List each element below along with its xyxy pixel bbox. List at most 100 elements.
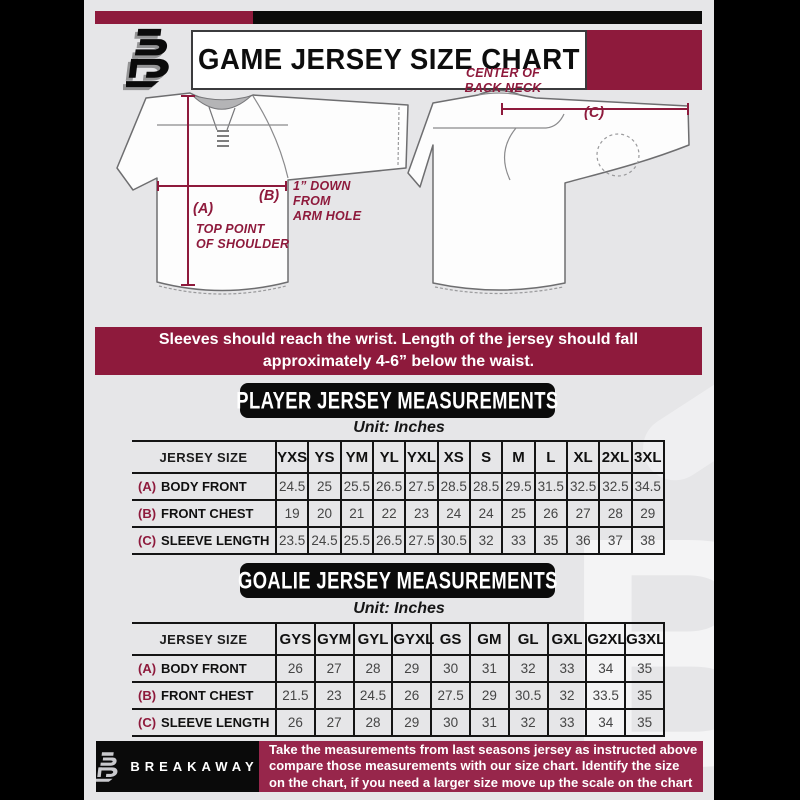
page-title-box: GAME JERSEY SIZE CHART bbox=[191, 30, 587, 90]
measurement-value-cell: 25.5 bbox=[339, 472, 374, 501]
measurement-value-cell: 28 bbox=[352, 654, 394, 683]
player-section-title: PLAYER JERSEY MEASUREMENTS bbox=[236, 386, 559, 414]
measurement-value-cell: 31.5 bbox=[533, 472, 568, 501]
measurement-value-cell: 32 bbox=[468, 526, 504, 555]
label-a: (A) bbox=[193, 201, 214, 217]
measurement-value-cell: 36 bbox=[565, 526, 601, 555]
measurement-value-cell: 24.5 bbox=[352, 681, 394, 710]
measurement-value-cell: 24.5 bbox=[307, 526, 342, 555]
measurement-value-cell: 28.5 bbox=[468, 472, 504, 501]
measurement-value-cell: 23 bbox=[313, 681, 355, 710]
row-key: (B) bbox=[138, 688, 157, 703]
measurement-value-cell: 32 bbox=[507, 708, 549, 737]
measurement-value-cell: 32 bbox=[507, 654, 549, 683]
text-line: 1” DOWN bbox=[293, 179, 351, 193]
size-column-header: YXS bbox=[274, 440, 310, 474]
row-key: (A) bbox=[138, 661, 157, 676]
label-b: (B) bbox=[259, 188, 280, 204]
measurement-value-cell: 30 bbox=[430, 654, 471, 683]
goalie-section-heading: GOALIE JERSEY MEASUREMENTS bbox=[237, 563, 558, 598]
breakaway-footer-logo-icon bbox=[96, 751, 118, 782]
size-column-header: G2XL bbox=[585, 622, 627, 656]
front-seams bbox=[157, 95, 289, 179]
goalie-section-title: GOALIE JERSEY MEASUREMENTS bbox=[237, 566, 558, 594]
measure-line-b bbox=[157, 181, 287, 191]
measurement-value-cell: 25 bbox=[307, 472, 342, 501]
measurement-value-cell: 24 bbox=[436, 499, 471, 528]
measurement-label-cell: (B) FRONT CHEST bbox=[132, 681, 277, 710]
measurement-value-cell: 28 bbox=[598, 499, 633, 528]
text-line: Take the measurements from last seasons … bbox=[269, 741, 698, 757]
measurement-value-cell: 28.5 bbox=[436, 472, 471, 501]
measurement-value-cell: 22 bbox=[371, 499, 407, 528]
row-key: (C) bbox=[138, 533, 157, 548]
row-key: (A) bbox=[138, 479, 157, 494]
measurement-value-cell: 35 bbox=[624, 681, 665, 710]
row-key: (C) bbox=[138, 715, 157, 730]
measurement-value-cell: 37 bbox=[598, 526, 633, 555]
measurement-value-cell: 28 bbox=[352, 708, 394, 737]
measurement-value-cell: 26.5 bbox=[371, 472, 407, 501]
size-column-header: GL bbox=[507, 622, 549, 656]
footer: BREAKAWAY Take the measurements from las… bbox=[96, 741, 703, 792]
measurement-row: (C) SLEEVE LENGTH 26 27 28 29 30 31 32 33 34 35 bbox=[132, 708, 665, 737]
row-label: FRONT CHEST bbox=[161, 506, 254, 521]
top-accent-black bbox=[253, 11, 702, 24]
measurement-value-cell: 38 bbox=[630, 526, 666, 555]
player-section-heading: PLAYER JERSEY MEASUREMENTS bbox=[236, 383, 558, 418]
size-column-header: GYS bbox=[275, 622, 316, 656]
measurement-value-cell: 35 bbox=[533, 526, 568, 555]
text-line: ARM HOLE bbox=[293, 209, 362, 223]
text-line: TOP POINT bbox=[196, 222, 265, 236]
page-title: GAME JERSEY SIZE CHART bbox=[198, 43, 580, 76]
fit-note-banner: Sleeves should reach the wrist. Length o… bbox=[95, 327, 702, 375]
measurement-value-cell: 33 bbox=[546, 708, 588, 737]
measurement-value-cell: 35 bbox=[624, 708, 665, 737]
measurement-row: (B) FRONT CHEST 21.5 23 24.5 26 27.5 29 30.5 32 33… bbox=[132, 681, 665, 710]
footer-brand-name: BREAKAWAY bbox=[130, 759, 259, 774]
note-b: 1” DOWN FROM ARM HOLE bbox=[293, 179, 361, 224]
measurement-value-cell: 29 bbox=[391, 708, 433, 737]
row-label: BODY FRONT bbox=[161, 661, 247, 676]
measurement-value-cell: 33 bbox=[501, 526, 536, 555]
measurement-value-cell: 34.5 bbox=[630, 472, 666, 501]
note-a: TOP POINT OF SHOULDER bbox=[196, 222, 289, 252]
measurement-label-cell: (B) FRONT CHEST bbox=[132, 499, 277, 528]
row-label: BODY FRONT bbox=[161, 479, 247, 494]
text-line: compare those measurements with our size… bbox=[269, 758, 680, 774]
measurement-row: (C) SLEEVE LENGTH 23.5 24.5 25.5 26.5 27.5 30.5… bbox=[132, 526, 666, 555]
measurement-value-cell: 35 bbox=[624, 654, 665, 683]
measurement-row: (B) FRONT CHEST 19 20 21 22 23 24 24 25 26 27 28 29 bbox=[132, 499, 666, 528]
size-column-header: XL bbox=[565, 440, 601, 474]
size-column-header: GS bbox=[430, 622, 471, 656]
front-measure-lines bbox=[157, 95, 287, 286]
measurement-label-cell: (C) SLEEVE LENGTH bbox=[132, 708, 277, 737]
measure-line-c bbox=[501, 103, 689, 115]
front-jersey-diagram bbox=[116, 92, 409, 295]
measurement-value-cell: 29 bbox=[468, 681, 510, 710]
size-column-header: YS bbox=[307, 440, 342, 474]
size-column-header: GYXL bbox=[391, 622, 434, 656]
measurement-value-cell: 25 bbox=[501, 499, 536, 528]
measurement-value-cell: 32.5 bbox=[565, 472, 601, 501]
back-jersey-diagram bbox=[407, 89, 690, 295]
player-measurements-table: JERSEY SIZE YXS YS YM YL YXL XS S M L XL 2XL 3XL (A) B… bbox=[132, 440, 666, 555]
measurement-value-cell: 24 bbox=[468, 499, 504, 528]
size-column-header: 3XL bbox=[630, 440, 666, 474]
title-maroon-block bbox=[587, 30, 702, 90]
measurement-value-cell: 23.5 bbox=[274, 526, 310, 555]
size-column-header: G3XL bbox=[624, 622, 665, 656]
measurement-value-cell: 26 bbox=[533, 499, 568, 528]
measurement-label-cell: (A) BODY FRONT bbox=[132, 472, 277, 501]
size-column-header: YM bbox=[339, 440, 374, 474]
size-column-header: GM bbox=[468, 622, 510, 656]
measurement-value-cell: 27.5 bbox=[404, 526, 439, 555]
measurement-value-cell: 27.5 bbox=[404, 472, 439, 501]
measurement-value-cell: 34 bbox=[585, 654, 627, 683]
size-column-header: GYL bbox=[352, 622, 394, 656]
size-column-header: M bbox=[501, 440, 536, 474]
row-label: FRONT CHEST bbox=[161, 688, 254, 703]
measure-line-a bbox=[181, 95, 195, 286]
measurement-value-cell: 27.5 bbox=[430, 681, 471, 710]
